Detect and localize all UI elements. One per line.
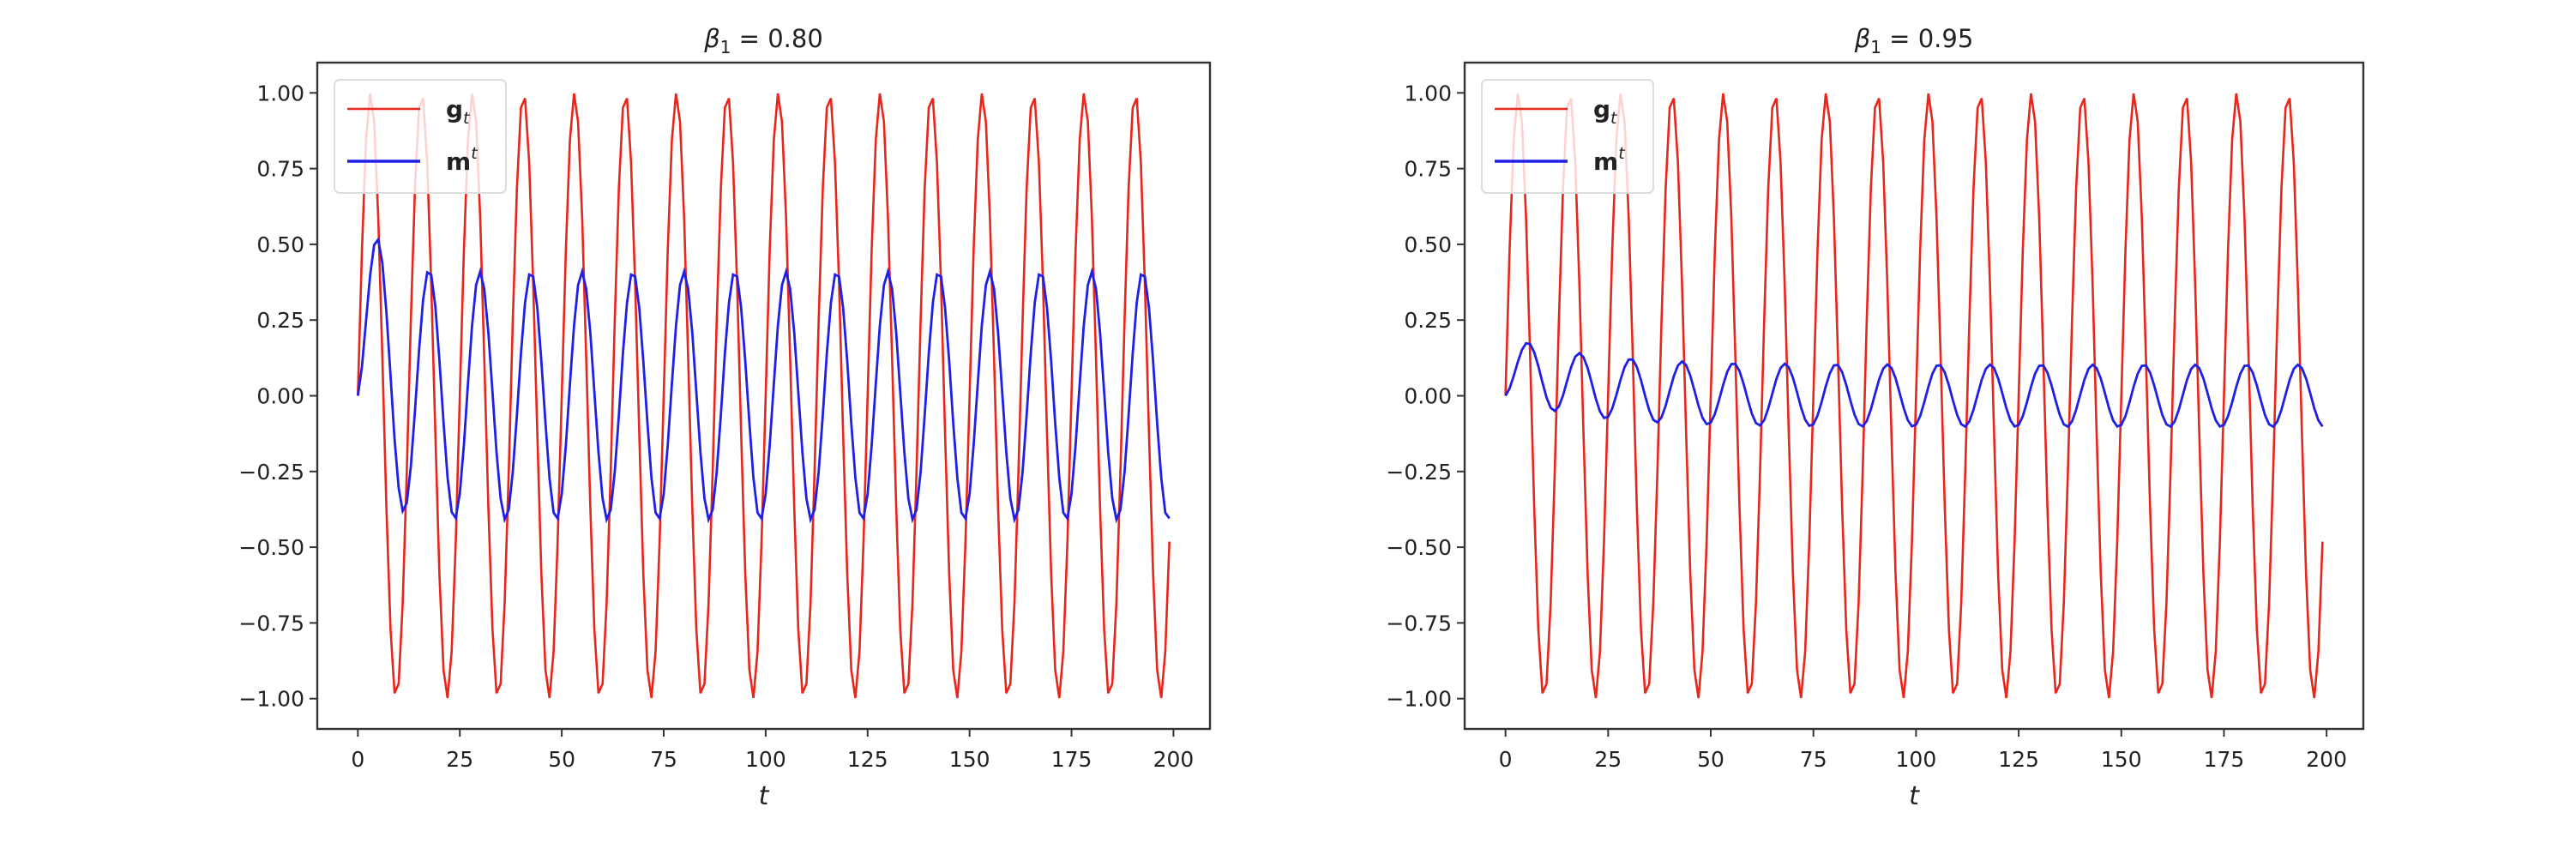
y-tick-label: 0.00 [256,384,304,409]
chart-title: β1 = 0.80 [703,24,823,57]
x-tick-label: 25 [1594,747,1622,772]
legend-label-superscript: t [1618,144,1626,163]
x-tick-label: 75 [650,747,677,772]
y-tick-label: −1.00 [1386,687,1452,712]
y-tick-label: 0.75 [1404,157,1452,182]
title-beta: β [1854,24,1871,53]
series-line-m [356,236,1171,524]
y-tick-label: 1.00 [256,81,304,105]
legend-label-main: g [1593,95,1610,123]
y-tick-label: −0.50 [1386,535,1452,560]
x-tick-label: 125 [1998,747,2039,772]
legend-label-subscript: t [1610,109,1618,128]
x-tick-label: 0 [1499,747,1513,772]
x-tick-label: 200 [2306,747,2347,772]
y-tick-label: −0.50 [238,535,304,560]
x-tick-label: 25 [446,747,473,772]
x-tick-label: 150 [949,747,990,772]
series-line-g [357,93,1171,699]
series-line-m [1504,341,2324,429]
x-tick-label: 100 [745,747,786,772]
title-value: = 0.80 [731,24,822,53]
y-tick-label: 0.50 [1404,232,1452,257]
x-tick-label: 75 [1800,747,1827,772]
y-tick-label: 0.25 [1404,308,1452,333]
y-tick-label: −0.25 [238,460,304,485]
y-tick-label: 0.50 [256,232,304,257]
title-subscript: 1 [720,37,731,57]
x-tick-label: 50 [1697,747,1724,772]
x-axis-label: t [1909,781,1920,811]
x-axis-label: t [759,781,770,811]
legend-label-main: m [446,148,471,176]
legend-box [1481,79,1654,194]
legend-label-main: m [1593,148,1618,176]
x-tick-label: 100 [1896,747,1937,772]
y-tick-label: 1.00 [1404,81,1452,105]
legend-label-main: g [446,95,463,123]
legend-label-m: mt [446,144,478,176]
legend-label-g: gt [1593,95,1618,128]
x-tick-label: 150 [2101,747,2142,772]
subplot-1: 0 25 50 75 100 125 150 175 200 1.00 0.75 0.50 0.25 0.… [238,24,1212,811]
series-line-g [1504,93,2324,699]
chart-title: β1 = 0.95 [1854,24,1974,57]
title-subscript: 1 [1870,37,1881,57]
legend-label-subscript: t [463,109,471,128]
x-tick-label: 175 [2204,747,2245,772]
x-tick-label: 0 [351,747,364,772]
y-tick-label: 0.25 [256,308,304,333]
y-tick-label: −0.25 [1386,460,1452,485]
subplot-2: 0 25 50 75 100 125 150 175 200 1.00 0.75 0.50 0.25 0.… [1386,24,2365,811]
x-tick-label: 175 [1051,747,1092,772]
title-value: = 0.95 [1881,24,1973,53]
legend-label-m: mt [1593,144,1626,176]
legend-box [334,79,507,194]
x-tick-label: 50 [548,747,575,772]
y-tick-label: 0.75 [256,157,304,182]
y-tick-label: −0.75 [1386,611,1452,635]
x-tick-label: 125 [847,747,888,772]
title-beta: β [703,24,720,53]
y-tick-label: −0.75 [238,611,304,635]
legend-label-superscript: t [471,144,478,163]
y-tick-label: −1.00 [238,687,304,712]
x-tick-label: 200 [1153,747,1195,772]
legend-label-g: gt [446,95,471,128]
y-tick-label: 0.00 [1404,384,1452,409]
